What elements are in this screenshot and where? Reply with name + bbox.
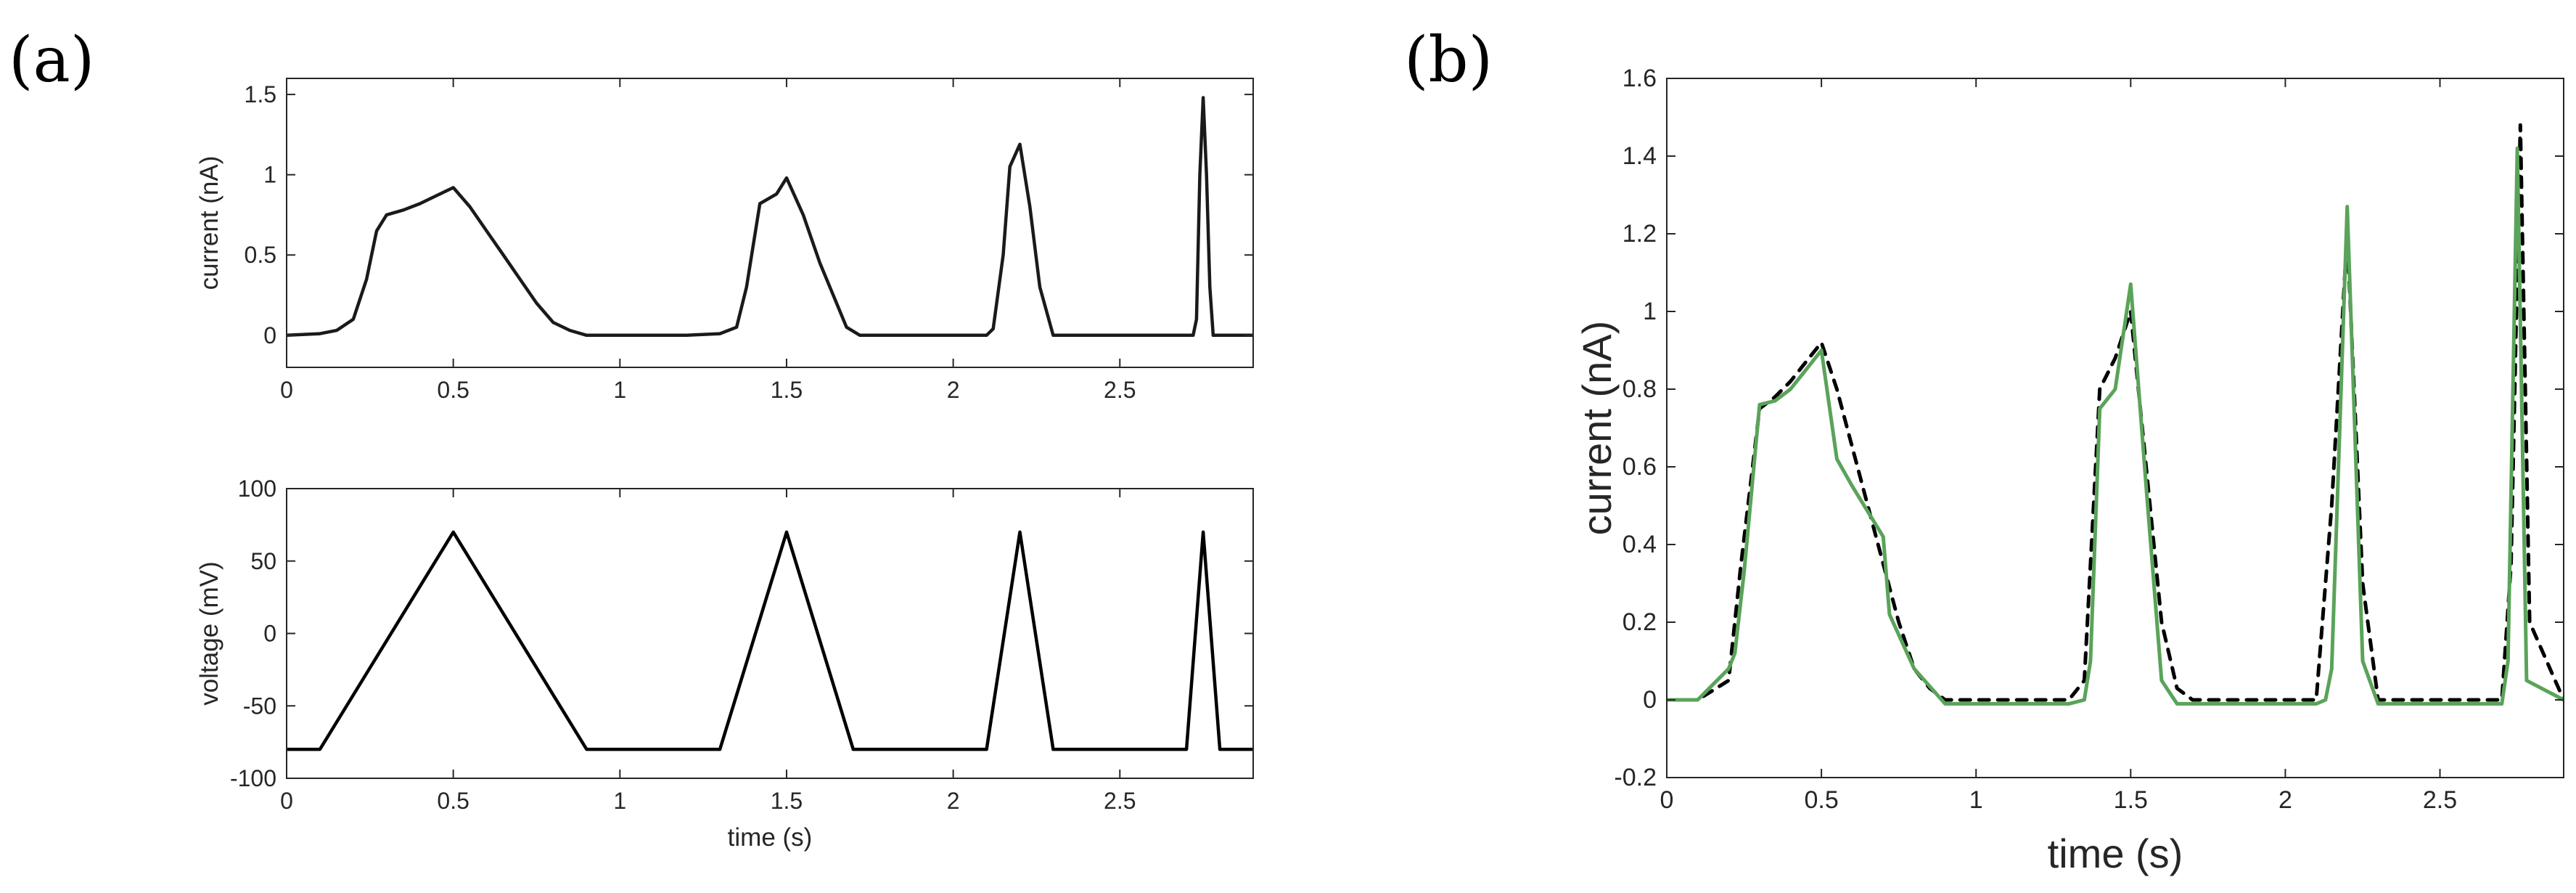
x-tick-label-a-bottom: 2 bbox=[947, 788, 960, 814]
axes-box-a-top bbox=[286, 78, 1254, 368]
x-tick-label-a-bottom: 1.5 bbox=[771, 788, 803, 814]
x-axis-title-a-bottom: time (s) bbox=[728, 823, 813, 852]
series-line-b-0 bbox=[1667, 123, 2564, 702]
y-tick-label-a-bottom: -100 bbox=[230, 765, 276, 791]
x-tick-label-b: 1.5 bbox=[2114, 786, 2148, 814]
y-axis-title-a-top: current (nA) bbox=[195, 156, 223, 290]
y-tick-label-b: 1.6 bbox=[1623, 65, 1657, 92]
x-tick-label-a-top: 1 bbox=[613, 377, 626, 403]
y-tick-label-b: 0.6 bbox=[1623, 453, 1657, 481]
x-tick-label-a-bottom: 0.5 bbox=[437, 788, 469, 814]
y-tick-label-b: 0.8 bbox=[1623, 375, 1657, 403]
x-tick-label-a-top: 2.5 bbox=[1104, 377, 1136, 403]
y-tick-label-a-bottom: 50 bbox=[250, 548, 276, 574]
y-tick-label-b: 0.2 bbox=[1623, 608, 1657, 636]
y-tick-label-a-top: 1 bbox=[263, 162, 276, 188]
x-tick-label-a-top: 1.5 bbox=[771, 377, 803, 403]
x-tick-label-b: 1 bbox=[1969, 786, 1983, 814]
x-tick-label-a-top: 0 bbox=[280, 377, 293, 403]
y-axis-title-b: current (nA) bbox=[1574, 321, 1620, 536]
y-tick-label-b: 0.4 bbox=[1623, 531, 1657, 558]
y-tick-label-b: 0 bbox=[1643, 686, 1657, 714]
y-tick-label-b: 1.4 bbox=[1623, 142, 1657, 170]
chart-b: 0 0.5 1 1.5 2 2.5-0.200.20.40.60.811.21.41.6c… bbox=[1574, 65, 2564, 876]
y-tick-label-a-top: 0 bbox=[263, 322, 276, 348]
y-tick-label-b: -0.2 bbox=[1614, 764, 1657, 791]
y-axis-title-a-bottom: voltage (mV) bbox=[195, 561, 223, 705]
panel-b-label: (b) bbox=[1404, 24, 1493, 97]
y-tick-label-a-bottom: -50 bbox=[243, 693, 276, 719]
panel-a-label: (a) bbox=[9, 24, 94, 97]
chart-a-top: 0 0.5 1 1.5 2 2.5 0 0.5 1 1.5 current (nA) bbox=[195, 78, 1254, 403]
x-tick-label-a-bottom: 2.5 bbox=[1104, 788, 1136, 814]
series-line-b-1 bbox=[1667, 146, 2564, 706]
x-axis-title-b: time (s) bbox=[2048, 831, 2183, 876]
y-tick-label-a-bottom: 100 bbox=[238, 476, 276, 502]
y-tick-label-b: 1 bbox=[1643, 298, 1657, 325]
series-line-a-bottom-0 bbox=[287, 530, 1253, 751]
x-tick-label-a-top: 0.5 bbox=[437, 377, 469, 403]
x-tick-label-b: 0 bbox=[1660, 786, 1674, 814]
axes-box-b bbox=[1666, 78, 2564, 778]
x-tick-label-a-bottom: 0 bbox=[280, 788, 293, 814]
y-tick-label-a-bottom: 0 bbox=[263, 621, 276, 647]
x-tick-label-b: 2.5 bbox=[2423, 786, 2457, 814]
axes-box-a-bottom bbox=[286, 488, 1254, 779]
y-tick-label-a-top: 0.5 bbox=[245, 242, 276, 268]
x-tick-label-b: 0.5 bbox=[1804, 786, 1838, 814]
y-tick-label-b: 1.2 bbox=[1623, 220, 1657, 248]
x-tick-label-a-bottom: 1 bbox=[613, 788, 626, 814]
x-tick-label-b: 2 bbox=[2278, 786, 2292, 814]
x-tick-label-a-top: 2 bbox=[947, 377, 960, 403]
series-line-a-top-0 bbox=[287, 96, 1253, 338]
y-tick-label-a-top: 1.5 bbox=[245, 81, 276, 107]
chart-a-bottom: 0 0.5 1 1.5 2 2.5 -100 -50 0 50 100 voltage (mV) tim… bbox=[195, 476, 1254, 852]
